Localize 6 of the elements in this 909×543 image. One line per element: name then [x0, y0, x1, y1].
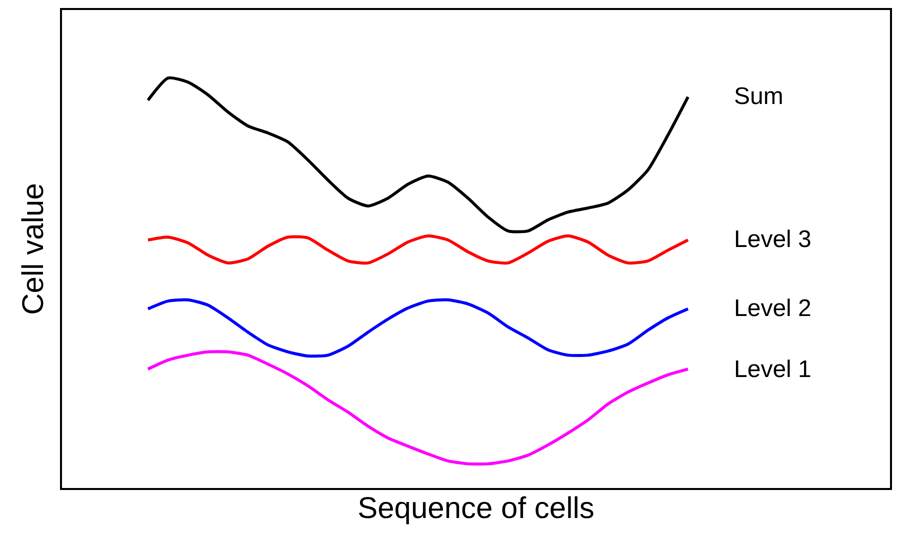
series-label: Level 2 — [734, 295, 812, 322]
x-axis-title: Sequence of cells — [358, 492, 594, 525]
series-label: Level 1 — [734, 356, 812, 383]
series-label: Sum — [734, 83, 784, 110]
y-axis-title: Cell value — [16, 183, 50, 315]
series-label: Level 3 — [734, 226, 812, 253]
